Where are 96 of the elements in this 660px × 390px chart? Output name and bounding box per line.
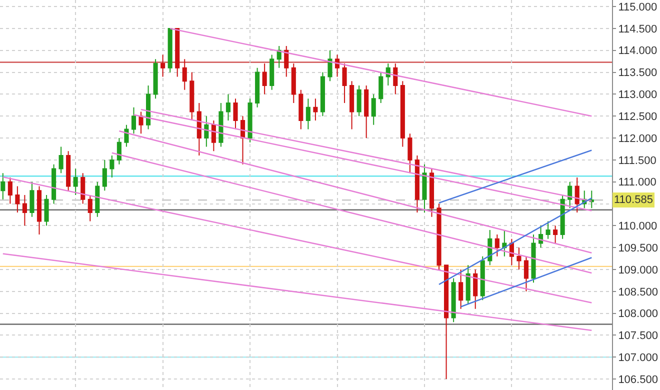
y-tick-label: 107.500 xyxy=(618,330,658,342)
candlestick xyxy=(233,98,238,130)
candlestick xyxy=(393,63,398,95)
candlestick xyxy=(36,186,42,235)
candlestick xyxy=(66,150,71,192)
candlestick xyxy=(182,58,187,90)
candlestick xyxy=(218,102,224,148)
candlestick xyxy=(30,181,34,218)
y-tick-label: 114.500 xyxy=(618,23,658,36)
y-tick-label: 113.000 xyxy=(618,89,658,102)
candlestick xyxy=(255,67,260,108)
y-tick-label: 107.000 xyxy=(618,352,658,364)
candlestick xyxy=(350,80,354,130)
y-tick-label: 110.000 xyxy=(618,220,658,233)
candlestick xyxy=(414,155,420,214)
candlestick xyxy=(436,203,442,270)
candlestick xyxy=(466,264,470,306)
candlestick xyxy=(400,80,405,148)
candlestick xyxy=(153,58,158,100)
candlestick xyxy=(291,63,296,104)
candlestick xyxy=(15,186,20,214)
candlestick xyxy=(298,89,304,130)
candlestick xyxy=(116,138,122,165)
candlestick xyxy=(270,54,274,90)
candlestick xyxy=(175,28,180,78)
candlestick xyxy=(494,234,500,257)
candlestick xyxy=(276,46,282,68)
candlestick xyxy=(546,220,550,240)
candlestick xyxy=(378,72,384,104)
candlestick xyxy=(248,98,252,143)
candlestick xyxy=(58,146,64,174)
y-tick-label: 109.500 xyxy=(618,242,658,254)
candlestick xyxy=(52,164,56,204)
candlestick xyxy=(574,176,580,214)
candlestick xyxy=(73,168,78,196)
candlestick xyxy=(473,268,478,310)
candlestick xyxy=(146,84,151,130)
candlestick xyxy=(196,102,202,156)
y-tick-label: 109.000 xyxy=(618,264,658,276)
candlestick xyxy=(480,256,485,301)
candlestick xyxy=(131,106,136,134)
candlestick xyxy=(342,63,347,104)
candlestick xyxy=(0,172,6,200)
y-tick-label: 112.500 xyxy=(618,110,658,123)
candlestick xyxy=(226,94,231,122)
y-tick-label: 108.500 xyxy=(618,286,658,298)
candlestick xyxy=(560,194,565,240)
candlestick xyxy=(553,225,558,244)
candlestick xyxy=(190,72,194,122)
candlestick xyxy=(211,120,216,152)
candlestick xyxy=(568,181,572,209)
candlestick xyxy=(371,94,376,126)
candlestick xyxy=(364,84,369,139)
y-tick-label: 111.000 xyxy=(618,176,656,189)
candlestick xyxy=(88,194,92,222)
candlestick xyxy=(356,84,362,117)
candlestick xyxy=(44,194,49,226)
y-tick-label: 114.000 xyxy=(618,45,658,58)
candlestick xyxy=(429,168,434,218)
candlestick xyxy=(168,28,172,73)
candlestick xyxy=(8,176,12,204)
candlestick xyxy=(22,194,27,226)
candlestick xyxy=(458,268,464,310)
y-tick-label: 113.500 xyxy=(618,67,658,80)
candlestick xyxy=(531,234,536,284)
candlestick xyxy=(538,225,544,248)
candlestick xyxy=(124,124,129,148)
candlestick xyxy=(204,116,209,148)
candlestick xyxy=(451,278,456,323)
candlestick xyxy=(422,164,427,214)
candlestick xyxy=(516,247,522,270)
candlestick xyxy=(524,256,529,292)
candlestick xyxy=(306,98,310,130)
candlestick xyxy=(240,116,246,165)
candlestick xyxy=(320,72,325,117)
candlestick xyxy=(80,172,86,204)
candlestick xyxy=(444,264,449,380)
y-tick-label: 111.500 xyxy=(618,154,656,167)
y-tick-label: 112.000 xyxy=(618,132,658,145)
candlestick xyxy=(408,133,412,174)
candlestick xyxy=(334,54,340,78)
candlestick xyxy=(284,46,289,78)
y-tick-label: 106.500 xyxy=(618,374,658,386)
candlestick xyxy=(95,181,100,218)
y-tick-label: 108.000 xyxy=(618,308,658,320)
candlestick xyxy=(313,98,318,122)
candlestick xyxy=(102,159,107,192)
candlestick xyxy=(110,155,114,178)
candlestick xyxy=(138,111,144,134)
ref-line-label: 110.585 xyxy=(614,194,653,206)
candlestick xyxy=(160,54,166,78)
candlestick xyxy=(262,63,267,95)
candlestick xyxy=(502,230,507,257)
candlestick xyxy=(589,190,594,209)
candlestick xyxy=(328,50,332,82)
y-tick-label: 115.000 xyxy=(618,1,658,14)
